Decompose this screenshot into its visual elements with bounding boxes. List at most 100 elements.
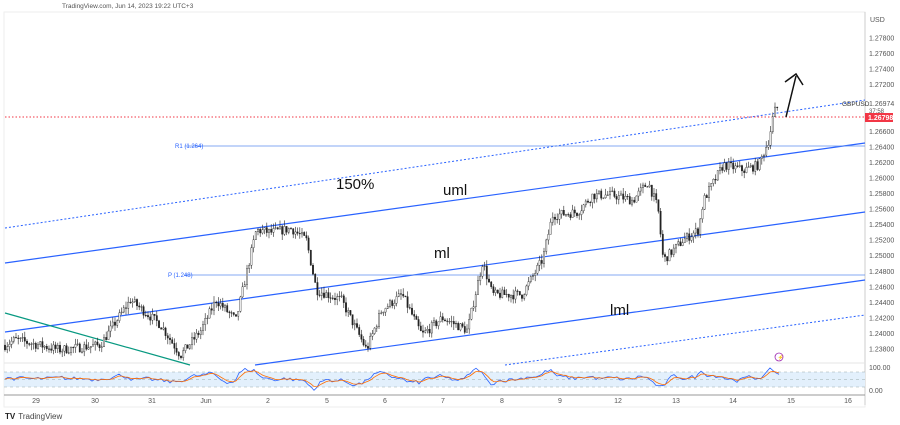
chart-caption: TradingView.com, Jun 14, 2023 19:22 UTC+…: [62, 3, 194, 10]
candle-down: [270, 229, 273, 233]
uml-line[interactable]: [4, 142, 866, 264]
candle-up: [320, 292, 323, 296]
candle-down: [265, 227, 268, 233]
up-arrow-icon[interactable]: [784, 72, 804, 118]
candle-up: [294, 231, 297, 235]
candle-down: [521, 294, 523, 299]
candle-down: [85, 344, 88, 350]
time-tick: 16: [844, 398, 852, 405]
candle-down: [17, 337, 20, 339]
candle-down: [138, 305, 141, 308]
candle-up: [279, 226, 281, 230]
candle-up: [37, 344, 39, 349]
candle-up: [538, 260, 541, 266]
candle-down: [54, 344, 57, 349]
lower-fib-line[interactable]: [504, 314, 866, 366]
candle-down: [342, 295, 345, 303]
candle-down: [562, 210, 565, 216]
candle-up: [525, 285, 528, 295]
candle-up: [474, 294, 477, 307]
candle-up: [122, 307, 125, 313]
candle-up: [116, 320, 119, 326]
candle-down: [714, 179, 717, 181]
candle-up: [611, 190, 614, 192]
candle-down: [193, 337, 196, 340]
fib-150-line[interactable]: [4, 99, 866, 229]
time-axis[interactable]: 29 30 31 Jun 2 5 6 7 8 9 12 13 14 15 16: [32, 398, 852, 405]
candle-down: [129, 301, 132, 304]
event-icon[interactable]: [774, 352, 784, 362]
candle-down: [406, 296, 409, 308]
candle-up: [382, 311, 385, 314]
tradingview-logo[interactable]: TV TradingView: [5, 412, 62, 421]
candle-down: [226, 305, 229, 313]
candle-up: [514, 290, 517, 300]
candle-up: [70, 347, 72, 353]
candle-up: [681, 242, 684, 246]
candle-up: [52, 344, 55, 351]
candle-up: [668, 249, 671, 262]
candle-up: [43, 345, 46, 348]
candle-up: [6, 346, 9, 351]
price-tick: 1.27600: [869, 51, 894, 58]
lml-line[interactable]: [254, 279, 866, 366]
candle-down: [404, 295, 407, 297]
candle-up: [94, 341, 97, 345]
candle-down: [41, 341, 44, 348]
candle-up: [529, 276, 532, 282]
candle-down: [26, 340, 28, 344]
candle-down: [402, 294, 405, 297]
candle-down: [518, 291, 521, 296]
candle-up: [274, 227, 277, 229]
candle-down: [411, 307, 413, 315]
ml-line[interactable]: [4, 211, 866, 333]
lml-label: lml: [610, 302, 629, 319]
candle-up: [716, 170, 719, 181]
candle-down: [661, 233, 664, 255]
candle-up: [527, 281, 530, 287]
candle-up: [353, 323, 356, 326]
candle-down: [628, 196, 631, 205]
price-axis[interactable]: 1.27800 1.27600 1.27400 1.27200 1.26600 1.264…: [869, 36, 894, 354]
candle-down: [485, 265, 488, 280]
candle-down: [650, 184, 653, 197]
candle-up: [8, 344, 11, 347]
candle-up: [545, 239, 548, 252]
uml-label: uml: [443, 182, 467, 199]
candle-down: [210, 308, 213, 311]
candle-down: [285, 226, 288, 233]
candle-up: [604, 194, 607, 199]
candle-up: [21, 337, 24, 339]
candle-up: [609, 190, 611, 196]
candle-down: [305, 235, 308, 239]
candle-up: [287, 228, 290, 233]
candle-up: [272, 228, 275, 233]
candle-up: [202, 324, 204, 331]
candle-up: [369, 335, 372, 349]
candle-up: [241, 286, 244, 298]
time-tick: 15: [787, 398, 795, 405]
candle-down: [259, 229, 262, 234]
candle-up: [81, 351, 83, 353]
candle-down: [147, 315, 149, 318]
candle-down: [96, 341, 99, 346]
candle-up: [448, 321, 451, 323]
candle-down: [705, 195, 708, 198]
candle-down: [688, 233, 691, 241]
candle-down: [323, 292, 325, 298]
candle-down: [512, 294, 515, 300]
candle-down: [155, 315, 158, 321]
candle-up: [67, 352, 70, 354]
oscillator-slow-line: [4, 370, 780, 388]
candle-down: [215, 301, 218, 304]
candle-up: [472, 306, 475, 309]
price-tick: 1.24800: [869, 269, 894, 276]
candle-down: [463, 326, 466, 333]
marked-price-badge: [865, 113, 893, 122]
candle-up: [250, 247, 253, 266]
candle-up: [723, 162, 726, 171]
candle-up: [690, 236, 693, 241]
price-tick: 1.25000: [869, 253, 894, 260]
marked-price-label: 1.26798: [868, 115, 893, 122]
